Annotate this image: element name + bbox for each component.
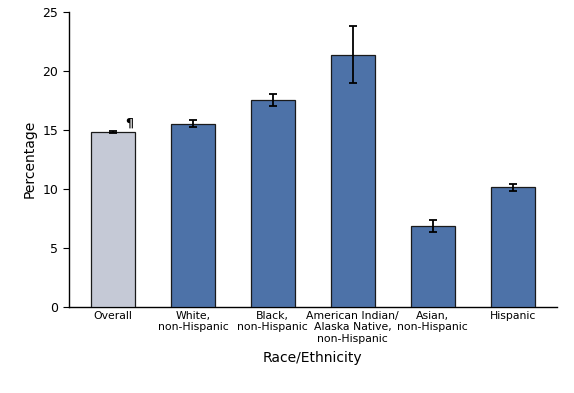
Bar [251,100,295,307]
Y-axis label: Percentage: Percentage [23,120,37,198]
Bar [491,187,534,307]
Bar [331,55,375,307]
Text: ¶: ¶ [125,117,133,130]
X-axis label: Race/Ethnicity: Race/Ethnicity [263,351,363,365]
Bar [91,132,135,307]
Bar [411,226,455,307]
Bar [171,124,215,307]
